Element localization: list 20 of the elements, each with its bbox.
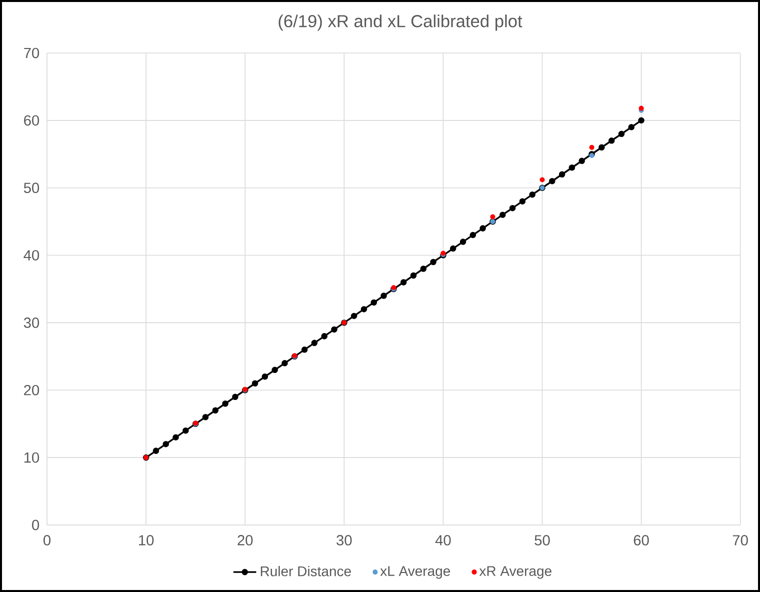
x-tick-label: 60 xyxy=(634,535,649,546)
legend-label: Ruler Distance xyxy=(260,566,351,576)
y-tick-label: 0 xyxy=(32,520,40,530)
y-tick-label: 10 xyxy=(24,452,40,463)
x-tick-label: 20 xyxy=(238,535,253,546)
x-tick-label: 70 xyxy=(732,535,748,546)
y-tick-label: 50 xyxy=(24,182,40,194)
y-tick-label: 70 xyxy=(24,48,40,58)
legend-label: xL Average xyxy=(380,566,450,579)
x-tick-label: 0 xyxy=(43,535,50,546)
y-tick-label: 20 xyxy=(24,384,40,396)
x-tick-label: 10 xyxy=(139,535,154,546)
x-tick-label: 40 xyxy=(435,535,451,546)
y-tick-label: 60 xyxy=(24,115,40,126)
x-tick-label: 50 xyxy=(534,535,550,546)
y-tick-label: 40 xyxy=(24,250,40,260)
legend-label: xR Average xyxy=(479,566,552,579)
y-tick-label: 30 xyxy=(24,318,40,328)
chart-title: (6/19) xR and xL Calibrated plot xyxy=(278,14,522,31)
x-tick-label: 30 xyxy=(336,535,352,546)
